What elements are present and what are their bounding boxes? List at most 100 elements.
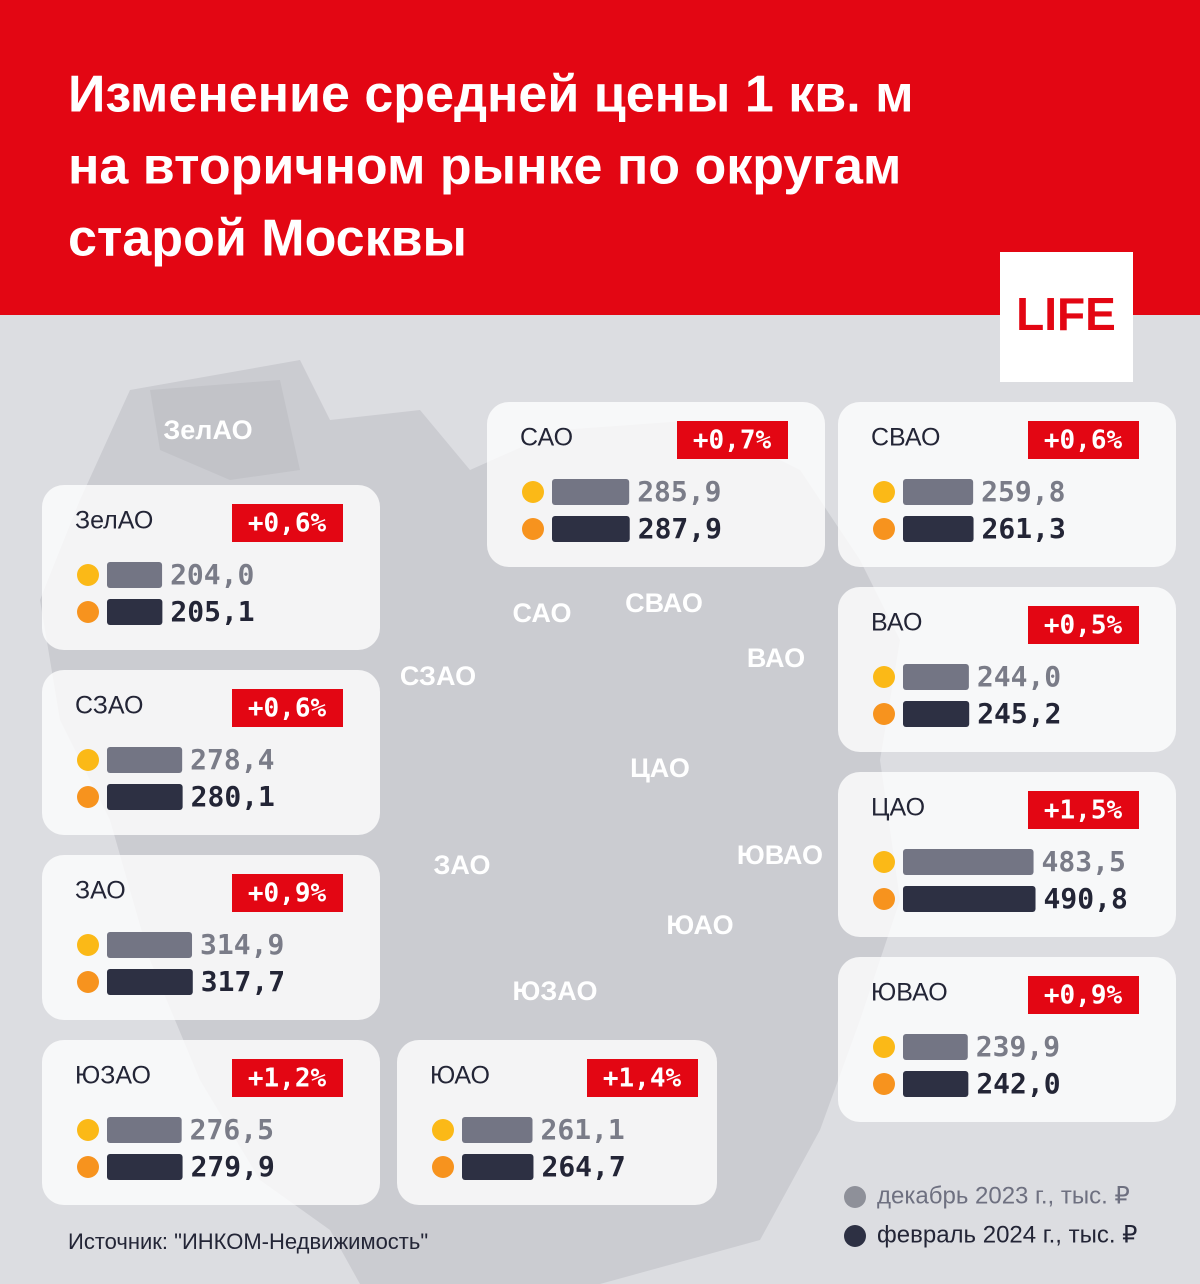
bar — [552, 479, 630, 505]
bar — [107, 1154, 183, 1180]
value-label: 259,8 — [981, 475, 1065, 508]
change-label: +0,5% — [1044, 611, 1123, 641]
change-label: +0,9% — [1044, 981, 1123, 1011]
bar — [903, 886, 1036, 912]
title: Изменение средней цены 1 кв. м на вторичн… — [68, 66, 914, 268]
change-label: +0,6% — [248, 694, 327, 724]
bar — [107, 1117, 182, 1143]
district-name: ЦАО — [871, 794, 925, 822]
value-label: 278,4 — [190, 743, 274, 776]
bar — [107, 969, 193, 995]
map-label: ЮЗАО — [513, 976, 598, 1006]
value-label: 280,1 — [191, 780, 275, 813]
district-name: СВАО — [871, 424, 940, 452]
change-label: +1,2% — [248, 1064, 327, 1094]
map-labels: ЗелАО САО СВАО СЗАО ВАО ЦАО ЮВАО ЗАО ЮАО ЮЗАО — [163, 415, 823, 1006]
bar — [107, 599, 163, 625]
legend-label: декабрь 2023 г., тыс. ₽ — [877, 1182, 1130, 1209]
card: САО +0,7% 285,9 287,9 — [487, 402, 825, 567]
source: Источник: "ИНКОМ-Недвижимость" — [68, 1229, 428, 1254]
district-name: ЮАО — [430, 1062, 490, 1090]
dot — [873, 666, 895, 688]
change-badge — [1028, 791, 1139, 829]
map-label: САО — [513, 598, 572, 628]
card: ЦАО +1,5% 483,5 490,8 — [838, 772, 1176, 937]
dot — [77, 786, 99, 808]
value-label: 314,9 — [200, 928, 284, 961]
map-label: ЮВАО — [737, 840, 823, 870]
district-name: ЮВАО — [871, 979, 948, 1007]
change-badge — [677, 421, 788, 459]
bar — [903, 1034, 968, 1060]
change-label: +1,5% — [1044, 796, 1123, 826]
dot — [873, 888, 895, 910]
value-label: 239,9 — [976, 1030, 1060, 1063]
district-name: ЗАО — [75, 877, 126, 905]
district-name: СЗАО — [75, 692, 143, 720]
value-label: 205,1 — [170, 595, 254, 628]
bar — [903, 849, 1034, 875]
district-name: ЮЗАО — [75, 1062, 151, 1090]
map-label: ЮАО — [666, 910, 733, 940]
dot — [873, 703, 895, 725]
value-label: 287,9 — [638, 512, 722, 545]
bar — [903, 479, 974, 505]
change-label: +0,6% — [248, 509, 327, 539]
dot — [77, 1156, 99, 1178]
dot — [77, 601, 99, 623]
bar — [903, 1071, 969, 1097]
card: ВАО +0,5% 244,0 245,2 — [838, 587, 1176, 752]
map-label: ВАО — [747, 643, 805, 673]
dot — [77, 749, 99, 771]
change-badge — [1028, 976, 1139, 1014]
bar — [462, 1117, 533, 1143]
change-label: +0,9% — [248, 879, 327, 909]
card: СЗАО +0,6% 278,4 280,1 — [42, 670, 380, 835]
dot — [77, 564, 99, 586]
map-label: ЦАО — [630, 753, 690, 783]
dot — [522, 481, 544, 503]
bar — [903, 664, 969, 690]
value-label: 242,0 — [976, 1067, 1060, 1100]
change-badge — [232, 1059, 343, 1097]
dot — [77, 934, 99, 956]
card: СВАО +0,6% 259,8 261,3 — [838, 402, 1176, 567]
district-name: САО — [520, 424, 573, 452]
value-label: 261,3 — [982, 512, 1066, 545]
legend-label: февраль 2024 г., тыс. ₽ — [877, 1221, 1137, 1248]
change-label: +1,4% — [603, 1064, 682, 1094]
value-label: 483,5 — [1042, 845, 1126, 878]
card: ЗелАО +0,6% 204,0 205,1 — [42, 485, 380, 650]
dot — [873, 1073, 895, 1095]
change-label: +0,6% — [1044, 426, 1123, 456]
card: ЮАО +1,4% 261,1 264,7 — [397, 1040, 717, 1205]
change-badge — [1028, 421, 1139, 459]
dot — [522, 518, 544, 540]
bar — [462, 1154, 534, 1180]
card: ЮВАО +0,9% 239,9 242,0 — [838, 957, 1176, 1122]
value-label: 244,0 — [977, 660, 1061, 693]
map-shape — [150, 380, 300, 480]
legend-dot — [844, 1186, 866, 1208]
dot — [873, 851, 895, 873]
dot — [77, 1119, 99, 1141]
dot — [432, 1119, 454, 1141]
dot — [77, 971, 99, 993]
card: ЮЗАО +1,2% 276,5 279,9 — [42, 1040, 380, 1205]
map-label: СВАО — [625, 588, 703, 618]
bar — [903, 516, 974, 542]
change-label: +0,7% — [693, 426, 772, 456]
map-label: ЗАО — [433, 850, 490, 880]
legend-dot — [844, 1225, 866, 1247]
value-label: 264,7 — [541, 1150, 625, 1183]
bar — [107, 784, 183, 810]
logo — [1000, 252, 1133, 382]
value-label: 279,9 — [191, 1150, 275, 1183]
dot — [873, 1036, 895, 1058]
value-label: 285,9 — [637, 475, 721, 508]
value-label: 261,1 — [540, 1113, 624, 1146]
district-name: ЗелАО — [75, 507, 153, 535]
map-label: ЗелАО — [163, 415, 252, 445]
